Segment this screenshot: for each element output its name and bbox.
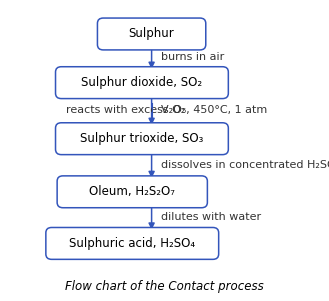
- Text: Sulphur dioxide, SO₂: Sulphur dioxide, SO₂: [81, 76, 202, 89]
- Text: V₂O₅, 450°C, 1 atm: V₂O₅, 450°C, 1 atm: [161, 105, 267, 115]
- FancyBboxPatch shape: [56, 123, 228, 155]
- Text: dilutes with water: dilutes with water: [161, 212, 262, 222]
- Text: Sulphuric acid, H₂SO₄: Sulphuric acid, H₂SO₄: [69, 237, 195, 250]
- Text: Sulphur trioxide, SO₃: Sulphur trioxide, SO₃: [80, 132, 204, 145]
- Text: burns in air: burns in air: [161, 52, 224, 62]
- Text: dissolves in concentrated H₂SO₄: dissolves in concentrated H₂SO₄: [161, 160, 329, 170]
- Text: Sulphur: Sulphur: [129, 27, 174, 40]
- FancyBboxPatch shape: [46, 228, 219, 259]
- FancyBboxPatch shape: [56, 67, 228, 99]
- Text: Oleum, H₂S₂O₇: Oleum, H₂S₂O₇: [89, 185, 175, 198]
- FancyBboxPatch shape: [97, 18, 206, 50]
- Text: Flow chart of the Contact process: Flow chart of the Contact process: [65, 280, 264, 293]
- FancyBboxPatch shape: [57, 176, 207, 208]
- Text: reacts with excess O₂: reacts with excess O₂: [66, 105, 186, 115]
